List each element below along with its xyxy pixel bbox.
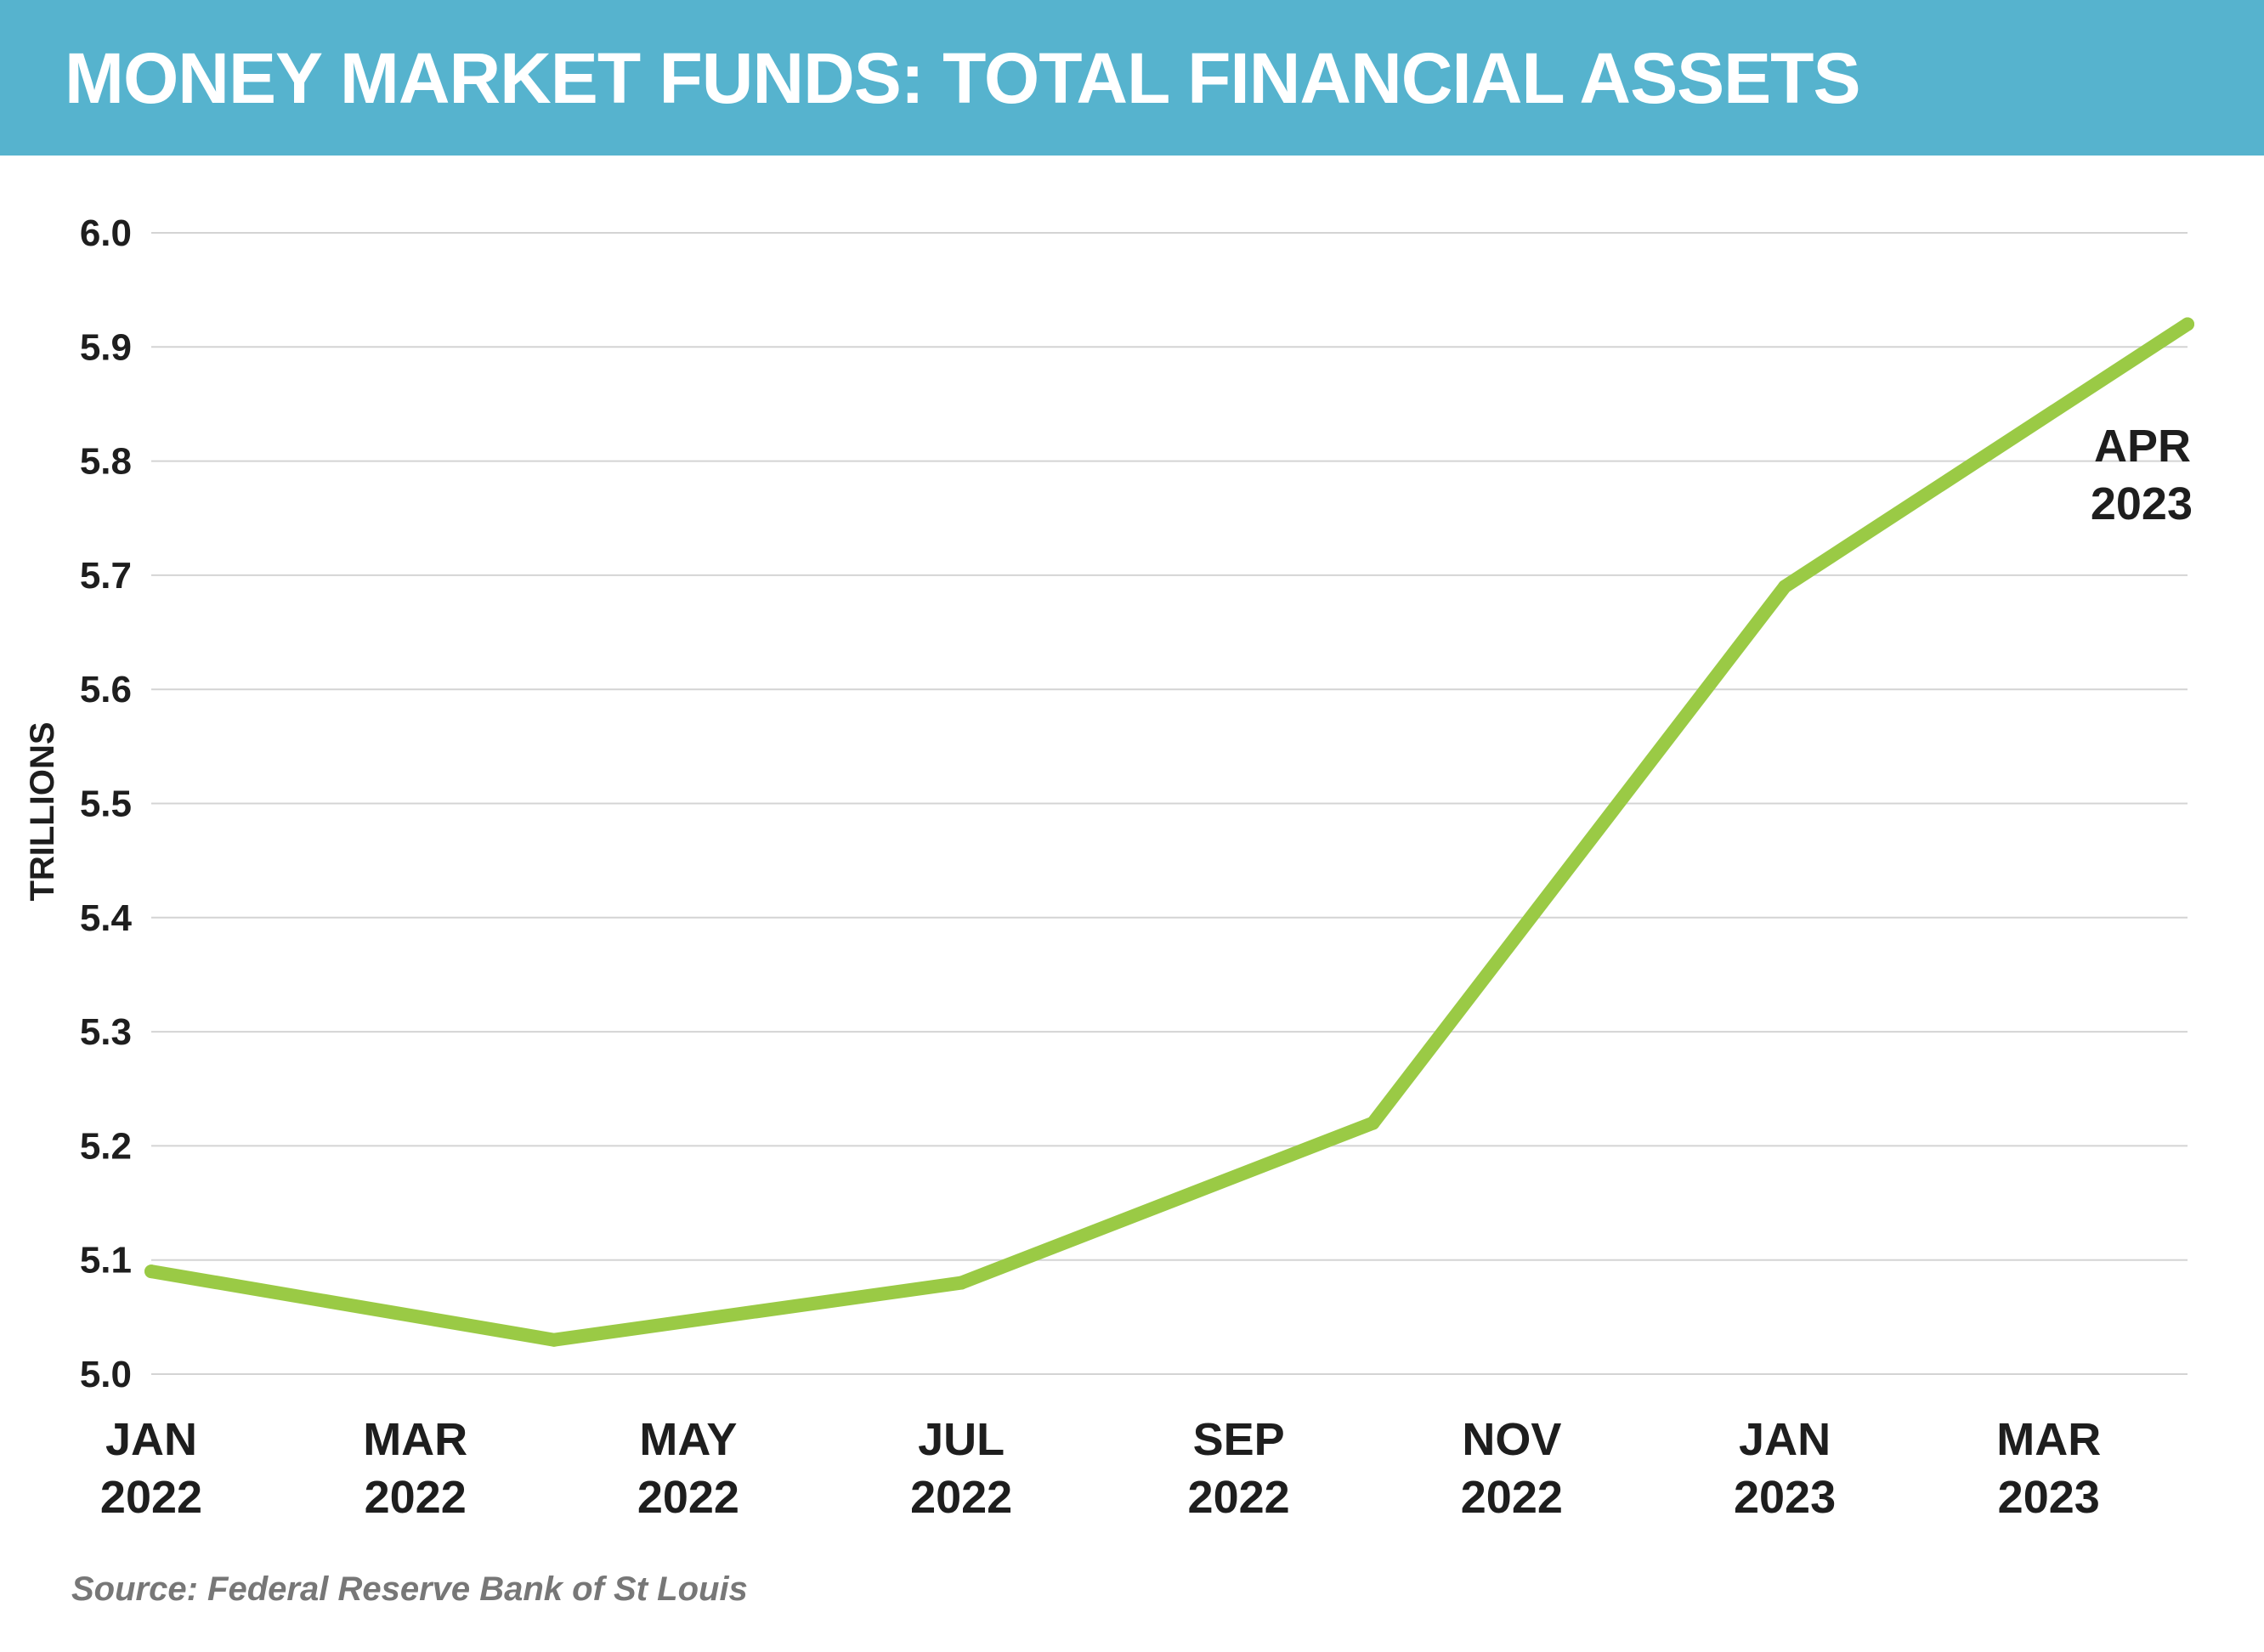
x-tick-year: 2023 [1734, 1472, 1836, 1523]
x-tick-year: 2022 [1461, 1472, 1563, 1523]
grid-lines [151, 232, 2188, 1375]
x-tick-year: 2022 [1188, 1472, 1290, 1523]
x-tick-month: MAY [639, 1414, 737, 1465]
source-note: Source: Federal Reserve Bank of St Louis [71, 1570, 748, 1608]
end-annotation-year: 2023 [2091, 478, 2193, 529]
y-tick-label: 5.1 [80, 1240, 132, 1281]
x-tick-month: JAN [105, 1414, 197, 1465]
data-point [546, 1332, 561, 1347]
y-tick-label: 5.4 [80, 897, 133, 939]
x-tick-label: NOV 2022 [1461, 1414, 1563, 1523]
y-tick-label: 5.9 [80, 326, 132, 368]
x-tick-label: JAN 2023 [1734, 1414, 1836, 1523]
series-line [144, 317, 2194, 1347]
x-tick-year: 2023 [1998, 1472, 2100, 1523]
x-tick-year: 2022 [910, 1472, 1012, 1523]
x-tick-month: MAR [363, 1414, 467, 1465]
y-tick-label: 5.6 [80, 669, 132, 710]
title-bar: MONEY MARKET FUNDS: TOTAL FINANCIAL ASSE… [0, 0, 2264, 156]
data-point [954, 1276, 969, 1290]
y-tick-label: 5.5 [80, 784, 132, 825]
x-tick-label: JAN 2022 [100, 1414, 202, 1523]
series-layer [144, 317, 2194, 1347]
x-tick-year: 2022 [365, 1472, 467, 1523]
y-tick-label: 5.2 [80, 1125, 132, 1167]
chart-title: MONEY MARKET FUNDS: TOTAL FINANCIAL ASSE… [65, 38, 1861, 118]
x-tick-year: 2022 [637, 1472, 739, 1523]
data-point [1778, 580, 1792, 594]
x-tick-year: 2022 [100, 1472, 202, 1523]
y-tick-labels: 5.0 5.1 5.2 5.3 5.4 5.5 5.6 5.7 5.8 5.9 6.0 [80, 212, 133, 1395]
x-tick-label: SEP 2022 [1188, 1414, 1290, 1523]
x-tick-label: MAR 2023 [1996, 1414, 2101, 1523]
y-tick-label: 5.3 [80, 1011, 132, 1053]
y-tick-label: 5.7 [80, 555, 132, 597]
y-tick-label: 5.8 [80, 441, 132, 483]
y-tick-label: 6.0 [80, 212, 132, 254]
end-annotation-month: APR [2094, 421, 2191, 472]
x-tick-month: SEP [1193, 1414, 1285, 1465]
x-tick-label: JUL 2022 [910, 1414, 1012, 1523]
y-tick-label: 5.0 [80, 1354, 132, 1395]
data-point [2181, 317, 2194, 331]
x-tick-month: NOV [1462, 1414, 1561, 1465]
data-point [1366, 1116, 1380, 1130]
data-point [144, 1264, 158, 1279]
x-tick-month: JAN [1739, 1414, 1831, 1465]
x-tick-month: MAR [1996, 1414, 2101, 1465]
x-tick-label: MAY 2022 [637, 1414, 739, 1523]
x-tick-month: JUL [918, 1414, 1005, 1465]
y-axis-label: TRILLIONS [24, 721, 61, 901]
x-tick-label: MAR 2022 [363, 1414, 467, 1523]
x-tick-labels: JAN 2022 MAR 2022 MAY 2022 JUL 2022 SEP 2022 NOV 20… [100, 1414, 2101, 1523]
